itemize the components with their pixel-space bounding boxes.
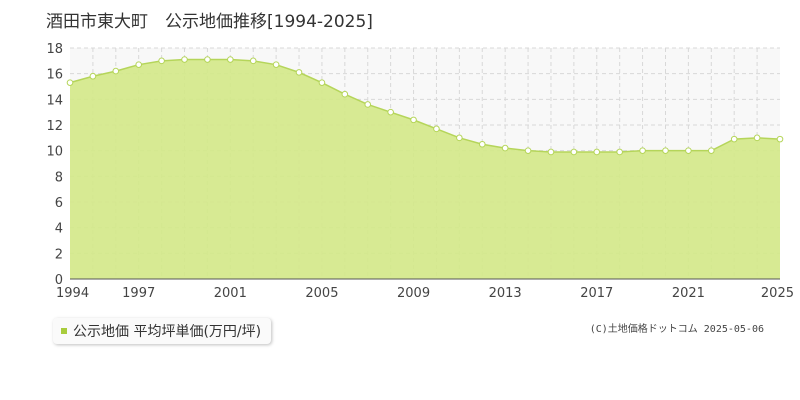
legend-swatch [61, 328, 67, 334]
area-chart: 0 2 4 6 8 10 12 14 16 18 1994 1997 2001 2005 2009 2013 2… [46, 42, 794, 301]
data-point [181, 56, 188, 63]
x-tick-label: 2013 [489, 286, 522, 301]
data-point [730, 135, 738, 143]
copyright-text: (C)土地価格ドットコム 2025-05-06 [589, 324, 764, 335]
x-tick-label: 2009 [397, 286, 430, 301]
data-point [295, 69, 303, 76]
x-tick-label: 1994 [56, 286, 89, 301]
data-point [501, 144, 509, 152]
data-point [204, 56, 211, 63]
data-point [158, 57, 165, 65]
data-point [364, 101, 372, 108]
data-point [524, 147, 532, 154]
data-point [753, 134, 761, 142]
y-tick-label: 14 [46, 93, 63, 108]
data-point [433, 125, 440, 133]
data-point [456, 134, 463, 142]
data-point [341, 90, 349, 98]
data-point [66, 79, 74, 86]
data-point [662, 147, 669, 154]
data-point [387, 108, 394, 116]
data-point [112, 67, 120, 75]
data-point [616, 148, 623, 156]
data-point [639, 147, 646, 154]
legend-label: 公示地価 平均坪単価(万円/坪) [73, 324, 262, 340]
data-point [410, 116, 417, 124]
data-point [227, 56, 234, 63]
x-tick-label: 2025 [761, 286, 794, 301]
data-point [707, 147, 715, 154]
chart-title: 酒田市東大町 公示地価推移[1994-2025] [46, 12, 373, 32]
data-point [685, 147, 692, 154]
x-tick-label: 2005 [305, 286, 338, 301]
data-point [478, 140, 486, 148]
x-tick-label: 2021 [672, 286, 705, 301]
y-tick-label: 6 [55, 196, 63, 211]
y-tick-label: 0 [55, 273, 63, 288]
x-tick-label: 1997 [122, 286, 155, 301]
data-point [249, 57, 257, 65]
data-point [570, 148, 578, 156]
data-point [547, 148, 555, 156]
y-tick-label: 16 [46, 68, 63, 83]
x-tick-label: 2001 [214, 286, 247, 301]
data-point [318, 79, 326, 86]
y-tick-label: 12 [46, 119, 63, 134]
y-tick-label: 18 [46, 42, 63, 57]
area-fill [70, 59, 780, 279]
data-point [272, 61, 280, 68]
data-point [135, 61, 143, 68]
series-line [69, 58, 781, 153]
data-point [593, 148, 601, 156]
data-point [776, 135, 784, 143]
y-tick-label: 8 [55, 170, 63, 185]
legend: 公示地価 平均坪単価(万円/坪) [53, 318, 272, 344]
y-tick-label: 10 [46, 145, 63, 160]
data-point [89, 72, 97, 80]
x-tick-label: 2017 [580, 286, 613, 301]
y-tick-label: 2 [55, 247, 63, 262]
y-tick-label: 4 [55, 222, 63, 237]
